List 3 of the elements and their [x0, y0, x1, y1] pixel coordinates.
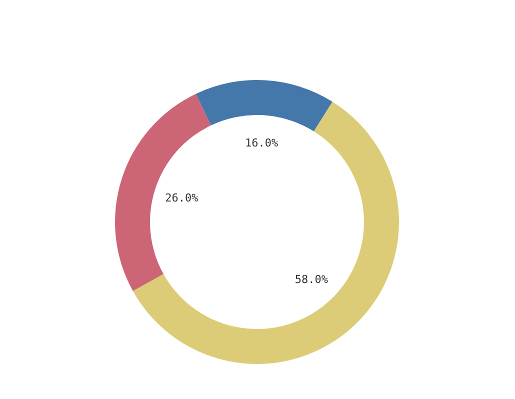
data-label: 58.0%	[294, 272, 328, 286]
data-label: 16.0%	[244, 136, 278, 150]
data-label: 26.0%	[165, 191, 199, 204]
